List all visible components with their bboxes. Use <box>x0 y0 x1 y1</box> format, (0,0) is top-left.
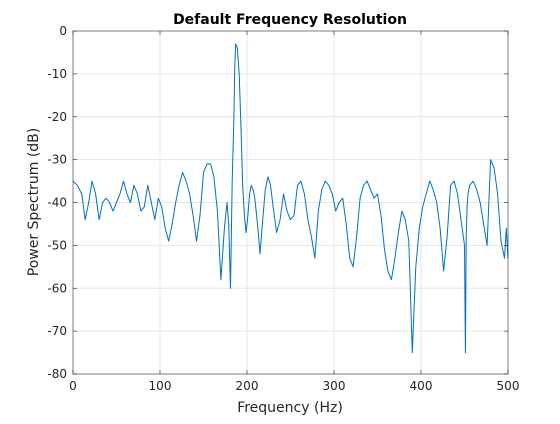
y-axis-title: Power Spectrum (dB) <box>26 128 42 276</box>
x-tick-label: 0 <box>69 379 77 393</box>
x-tick-label: 500 <box>497 379 520 393</box>
y-tick-label: -60 <box>47 281 67 295</box>
x-tick-label: 200 <box>236 379 259 393</box>
series-layer <box>72 43 509 354</box>
y-tick-label: -50 <box>47 238 67 252</box>
y-tick-label: -40 <box>47 196 67 210</box>
y-tick-label: -20 <box>47 110 67 124</box>
x-axis-title: Frequency (Hz) <box>237 400 343 416</box>
y-tick-label: 0 <box>59 24 67 38</box>
x-tick-label: 100 <box>149 379 172 393</box>
chart-title: Default Frequency Resolution <box>173 12 407 28</box>
y-tick-label: -80 <box>47 367 67 381</box>
ticks: 0 100 200 300 400 500 0 -10 -20 -30 -40 -50 -60 -70 -8… <box>47 24 519 393</box>
x-tick-label: 300 <box>323 379 346 393</box>
x-tick-label: 400 <box>410 379 433 393</box>
y-tick-label: -70 <box>47 324 67 338</box>
series-line-0 <box>72 43 509 354</box>
y-tick-label: -30 <box>47 153 67 167</box>
y-tick-label: -10 <box>47 67 67 81</box>
